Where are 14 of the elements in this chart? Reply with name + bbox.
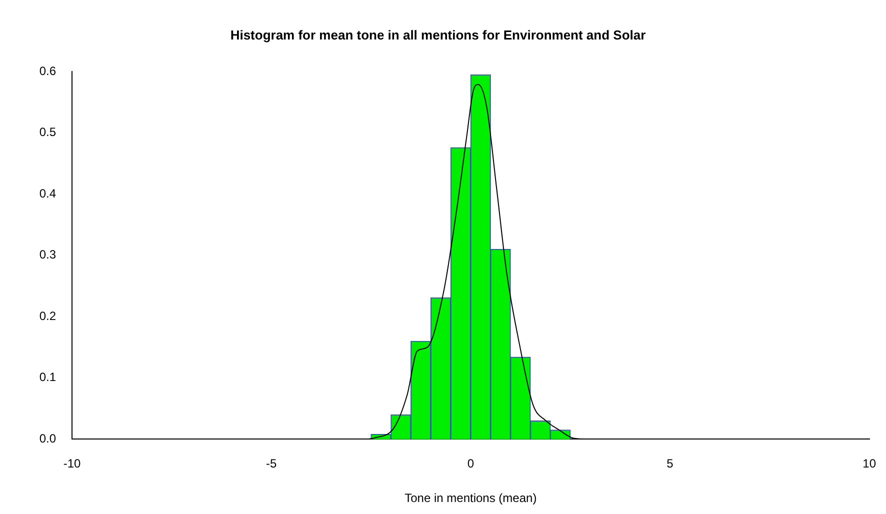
y-tick-label: 0.4 bbox=[39, 186, 56, 200]
x-tick-label: 0 bbox=[467, 456, 474, 471]
y-tick-label: 0.5 bbox=[39, 125, 56, 140]
y-tick-label: 0.2 bbox=[39, 308, 56, 323]
y-tick-label: 0.1 bbox=[39, 370, 56, 384]
x-tick-label: -10 bbox=[63, 456, 81, 471]
chart-title: Histogram for mean tone in all mentions for Environment and Solar bbox=[230, 27, 646, 42]
y-tick-label: 0.6 bbox=[39, 64, 56, 78]
y-tick-label: 0.0 bbox=[39, 432, 56, 446]
y-tick-label: 0.3 bbox=[39, 248, 56, 262]
x-axis-title: Tone in mentions (mean) bbox=[404, 491, 537, 506]
x-tick-label: -5 bbox=[266, 456, 277, 471]
x-tick-label: 5 bbox=[666, 456, 674, 471]
x-tick-label: 10 bbox=[862, 456, 876, 471]
